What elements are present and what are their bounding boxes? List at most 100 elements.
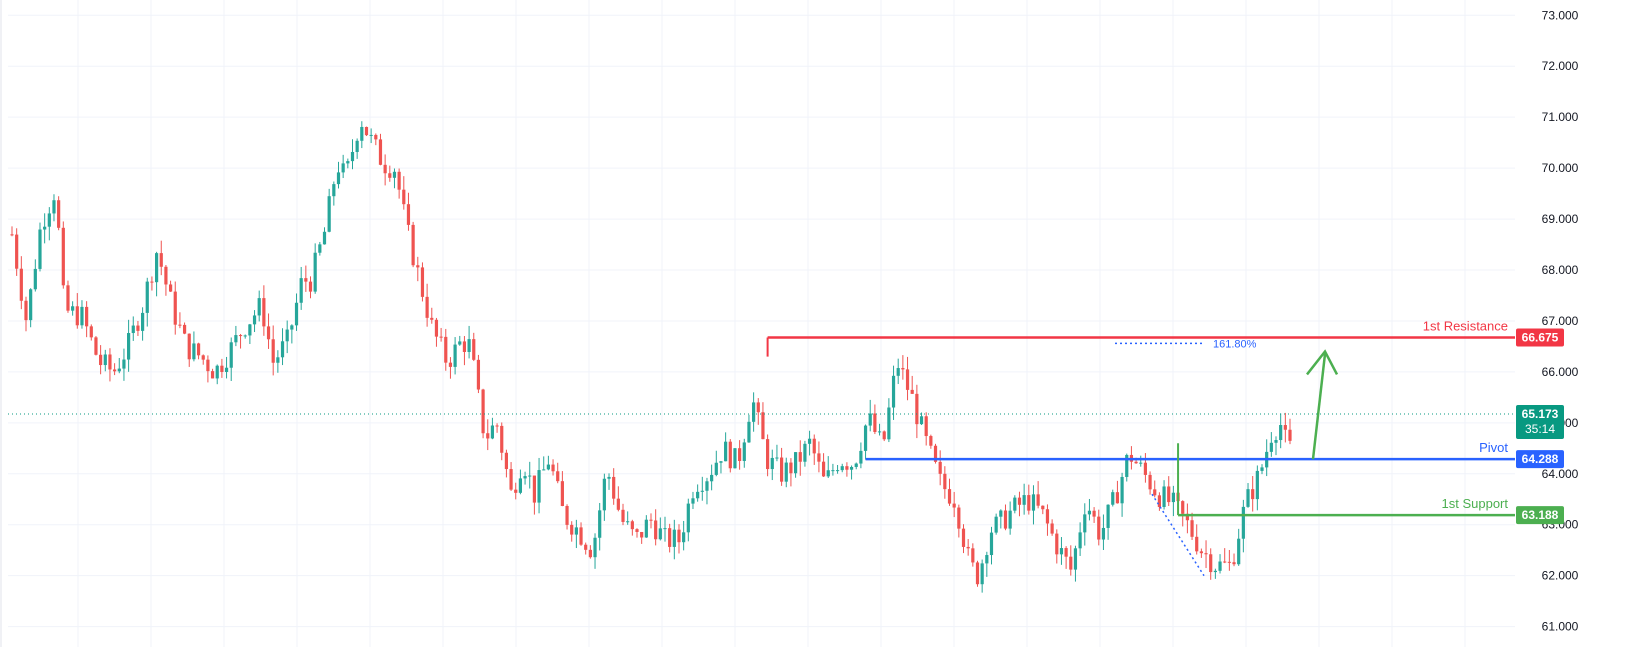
candle <box>467 325 471 359</box>
price-axis[interactable]: 61.00062.00063.00064.00065.00066.00067.0… <box>1515 0 1629 647</box>
candle <box>877 423 882 436</box>
countdown-text: 35:14 <box>1525 422 1555 436</box>
candle <box>854 462 858 470</box>
candle <box>1069 545 1073 576</box>
candle <box>187 333 191 367</box>
candle <box>248 323 252 345</box>
candle <box>980 559 984 593</box>
candle <box>770 449 774 481</box>
candle <box>192 331 196 362</box>
candle <box>19 256 23 310</box>
candle <box>1195 524 1199 555</box>
candle <box>649 513 653 529</box>
candle <box>215 364 219 385</box>
level-tag-0[interactable]: 66.675 <box>1516 328 1564 347</box>
candle <box>728 439 732 473</box>
candle <box>164 264 168 296</box>
candle <box>821 453 826 478</box>
candle <box>47 207 51 241</box>
candle <box>1181 500 1185 527</box>
candle <box>383 154 387 186</box>
level-tag-1[interactable]: 64.288 <box>1516 450 1564 469</box>
candle <box>1036 481 1040 509</box>
candle <box>108 348 112 382</box>
candle <box>444 328 448 371</box>
candle <box>1073 545 1078 582</box>
candle <box>290 324 294 344</box>
candle <box>439 327 443 342</box>
candle <box>803 440 807 467</box>
candle <box>416 256 420 282</box>
candle <box>1227 549 1231 571</box>
price-tick-label: 71.000 <box>1542 110 1579 124</box>
candle <box>504 449 509 478</box>
candle <box>1204 540 1208 569</box>
candle <box>122 348 126 381</box>
candle <box>360 121 364 149</box>
candle <box>1190 512 1194 541</box>
candle <box>1237 528 1241 566</box>
candle <box>145 277 149 327</box>
candle <box>710 464 714 491</box>
candle <box>835 464 840 474</box>
candle <box>210 368 215 379</box>
price-tick-label: 68.000 <box>1542 263 1579 277</box>
candle <box>99 345 103 375</box>
candle <box>392 168 397 189</box>
candle <box>1041 505 1045 515</box>
candle <box>206 355 210 383</box>
candle <box>640 531 644 544</box>
candle <box>262 285 266 336</box>
candle <box>276 350 280 373</box>
candle <box>1111 489 1115 507</box>
candle <box>1279 413 1283 449</box>
candle <box>266 313 271 349</box>
candle <box>1255 465 1259 511</box>
candle <box>817 441 821 473</box>
candle <box>537 457 541 514</box>
candle <box>481 388 485 439</box>
candle <box>1083 503 1087 546</box>
candle <box>94 336 98 356</box>
candle <box>1125 453 1129 482</box>
candle <box>57 196 61 231</box>
candle <box>1008 501 1012 535</box>
candle <box>85 301 89 338</box>
candle <box>1120 472 1124 517</box>
candle <box>845 462 849 477</box>
candle <box>556 462 560 484</box>
candle <box>943 466 947 499</box>
candle <box>1097 509 1101 546</box>
candle <box>476 354 481 394</box>
candle <box>472 332 476 362</box>
candle <box>915 384 919 439</box>
candle <box>420 262 425 302</box>
candle <box>173 281 177 335</box>
candle <box>397 168 401 199</box>
candle <box>882 430 886 442</box>
candle <box>285 320 289 354</box>
candle <box>700 476 704 501</box>
candle <box>901 355 905 380</box>
candle <box>779 447 784 486</box>
candle <box>318 241 322 256</box>
candle <box>71 301 75 316</box>
candle <box>686 498 690 542</box>
candle <box>257 290 261 322</box>
candle <box>658 517 662 541</box>
candle <box>355 138 359 159</box>
candle <box>1101 514 1106 551</box>
candle <box>1153 480 1157 498</box>
candle <box>462 336 467 366</box>
candle <box>374 133 378 146</box>
candle <box>975 560 980 587</box>
candle <box>747 414 751 443</box>
level-tag-2[interactable]: 63.188 <box>1516 506 1564 525</box>
candle <box>1213 568 1217 579</box>
candle <box>234 325 238 347</box>
candle <box>24 296 28 332</box>
candle <box>458 335 462 346</box>
